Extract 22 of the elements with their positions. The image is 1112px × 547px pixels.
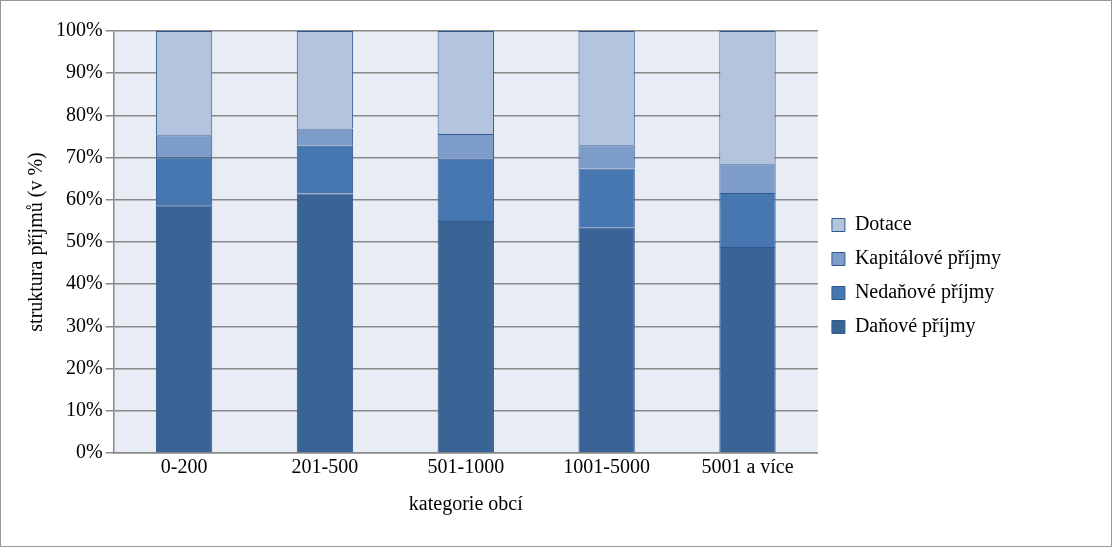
x-tick-label: 1001-5000 [563, 455, 650, 478]
legend-label: Kapitálové příjmy [854, 246, 1001, 270]
legend-label: Dotace [854, 212, 912, 235]
y-axis-title: struktura příjmů (v %) [24, 152, 48, 332]
x-tick-label: 201-500 [291, 455, 359, 478]
y-tick-label: 90% [65, 60, 103, 83]
y-tick-label: 60% [65, 187, 103, 210]
y-tick-label: 10% [65, 398, 103, 421]
legend-label: Nedaňové příjmy [854, 280, 995, 304]
legend-label: Daňové příjmy [854, 314, 976, 338]
y-tick-label: 0% [75, 440, 103, 463]
y-tick-label: 100% [55, 18, 103, 41]
y-tick-label: 50% [65, 229, 103, 252]
x-tick-label: 5001 a více [701, 455, 794, 478]
x-axis-title: kategorie obcí [408, 492, 524, 516]
y-tick-label: 20% [65, 355, 103, 378]
y-tick-label: 30% [65, 313, 103, 336]
x-tick-label: 0-200 [160, 455, 208, 478]
y-tick-label: 70% [65, 144, 103, 167]
x-tick-label: 501-1000 [427, 455, 505, 478]
y-tick-label: 80% [65, 102, 103, 125]
y-tick-label: 40% [65, 271, 103, 294]
